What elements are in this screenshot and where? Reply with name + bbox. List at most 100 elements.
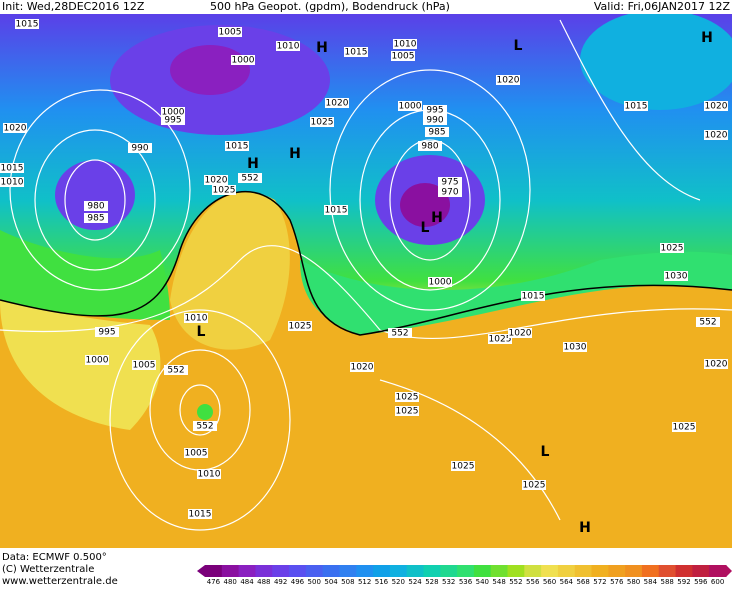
isobar-label: 1015 (325, 206, 348, 216)
legend-label: 520 (392, 578, 405, 586)
isobar-label: 995 (164, 116, 181, 126)
isobar-label: 552 (196, 422, 213, 432)
legend-label: 496 (291, 578, 305, 586)
legend-label: 588 (660, 578, 673, 586)
label-bg (428, 277, 452, 287)
label-bg (288, 321, 312, 331)
label-bg (521, 291, 545, 301)
isobar-label: 1015 (226, 142, 249, 152)
isobar-label: 1020 (705, 102, 728, 112)
label-bg (276, 41, 300, 51)
legend-label: 548 (492, 578, 505, 586)
label-bg (184, 448, 208, 458)
label-bg (508, 328, 532, 338)
cutoff (197, 404, 213, 420)
isobar-label: 1005 (392, 52, 415, 62)
legend-label: 576 (610, 578, 624, 586)
label-bg (231, 55, 255, 65)
label-bg (388, 328, 412, 338)
legend-swatch (221, 565, 240, 577)
label-bg (425, 127, 449, 137)
label-bg (15, 19, 39, 29)
legend-label: 596 (694, 578, 708, 586)
isobar-label: 1015 (16, 20, 39, 30)
label-bg (496, 75, 520, 85)
label-bg (704, 101, 728, 111)
isobar-label: 1020 (4, 124, 27, 134)
legend-swatch (641, 565, 660, 577)
label-bg (418, 141, 442, 151)
legend-swatch (574, 565, 593, 577)
label-bg (3, 123, 27, 133)
isobar-label: 1005 (133, 361, 156, 371)
isobar-label: 995 (426, 106, 443, 116)
legend-swatch (457, 565, 475, 577)
legend-swatch (709, 565, 727, 577)
isobar-label: 1030 (564, 343, 587, 353)
label-bg (438, 187, 462, 197)
isobar-label: 1025 (523, 481, 546, 491)
isobar-label: 1025 (489, 335, 512, 345)
isobar-label: 552 (167, 366, 184, 376)
legend-label: 524 (408, 578, 422, 586)
isobar-label: 1020 (205, 176, 228, 186)
legend-label: 484 (240, 578, 254, 586)
isobar-label: 990 (426, 116, 443, 126)
label-bg (423, 115, 447, 125)
isobar-label: 1025 (311, 118, 334, 128)
label-bg (84, 213, 108, 223)
isobar-label: 985 (87, 214, 104, 224)
label-bg (218, 27, 242, 37)
legend-swatch (339, 565, 357, 577)
legend-label: 600 (711, 578, 724, 586)
legend-label: 476 (207, 578, 221, 586)
pressure-center: H (247, 156, 259, 172)
label-bg (325, 98, 349, 108)
legend-label: 580 (627, 578, 640, 586)
legend-swatch (524, 565, 542, 577)
pressure-center: H (579, 520, 591, 536)
label-bg (310, 117, 334, 127)
legend-swatch (658, 565, 677, 577)
isobar-label: 1025 (452, 462, 475, 472)
isobar-label: 1005 (185, 449, 208, 459)
legend-label: 500 (308, 578, 321, 586)
legend-label: 556 (526, 578, 540, 586)
legend-label: 528 (425, 578, 438, 586)
isobar-label: 1000 (162, 108, 185, 118)
label-bg (438, 177, 462, 187)
isobar-label: 1030 (665, 272, 688, 282)
valid-label: Valid: Fri,06JAN2017 12Z (594, 0, 731, 13)
legend-swatch (272, 565, 290, 577)
label-bg (696, 317, 720, 327)
label-bg (212, 185, 236, 195)
label-bg (204, 175, 228, 185)
legend-swatch (490, 565, 509, 577)
legend-swatch (507, 565, 525, 577)
legend-label: 512 (358, 578, 371, 586)
isobar-label: 1015 (345, 48, 368, 58)
label-bg (132, 360, 156, 370)
isobar-label: 552 (699, 318, 716, 328)
legend-label: 508 (341, 578, 354, 586)
legend-swatch (373, 565, 391, 577)
isobar-label: 1010 (185, 314, 208, 324)
isobar-label: 1010 (1, 178, 24, 188)
isobar-label: 1000 (429, 278, 452, 288)
label-bg (704, 130, 728, 140)
label-bg (664, 271, 688, 281)
isobar-label: 1020 (351, 363, 374, 373)
legend-swatch (406, 565, 424, 577)
isobar-label: 1025 (289, 322, 312, 332)
legend-label: 532 (442, 578, 455, 586)
legend-label: 504 (324, 578, 338, 586)
isobar-label: 1020 (326, 99, 349, 109)
pressure-center: L (421, 220, 430, 236)
legend-swatch (289, 565, 307, 577)
isobar-label: 1020 (509, 329, 532, 339)
legend-label: 488 (257, 578, 270, 586)
legend-label: 480 (224, 578, 237, 586)
isobar-label: 985 (428, 128, 445, 138)
green-west (0, 230, 170, 320)
pressure-center: L (514, 38, 523, 54)
